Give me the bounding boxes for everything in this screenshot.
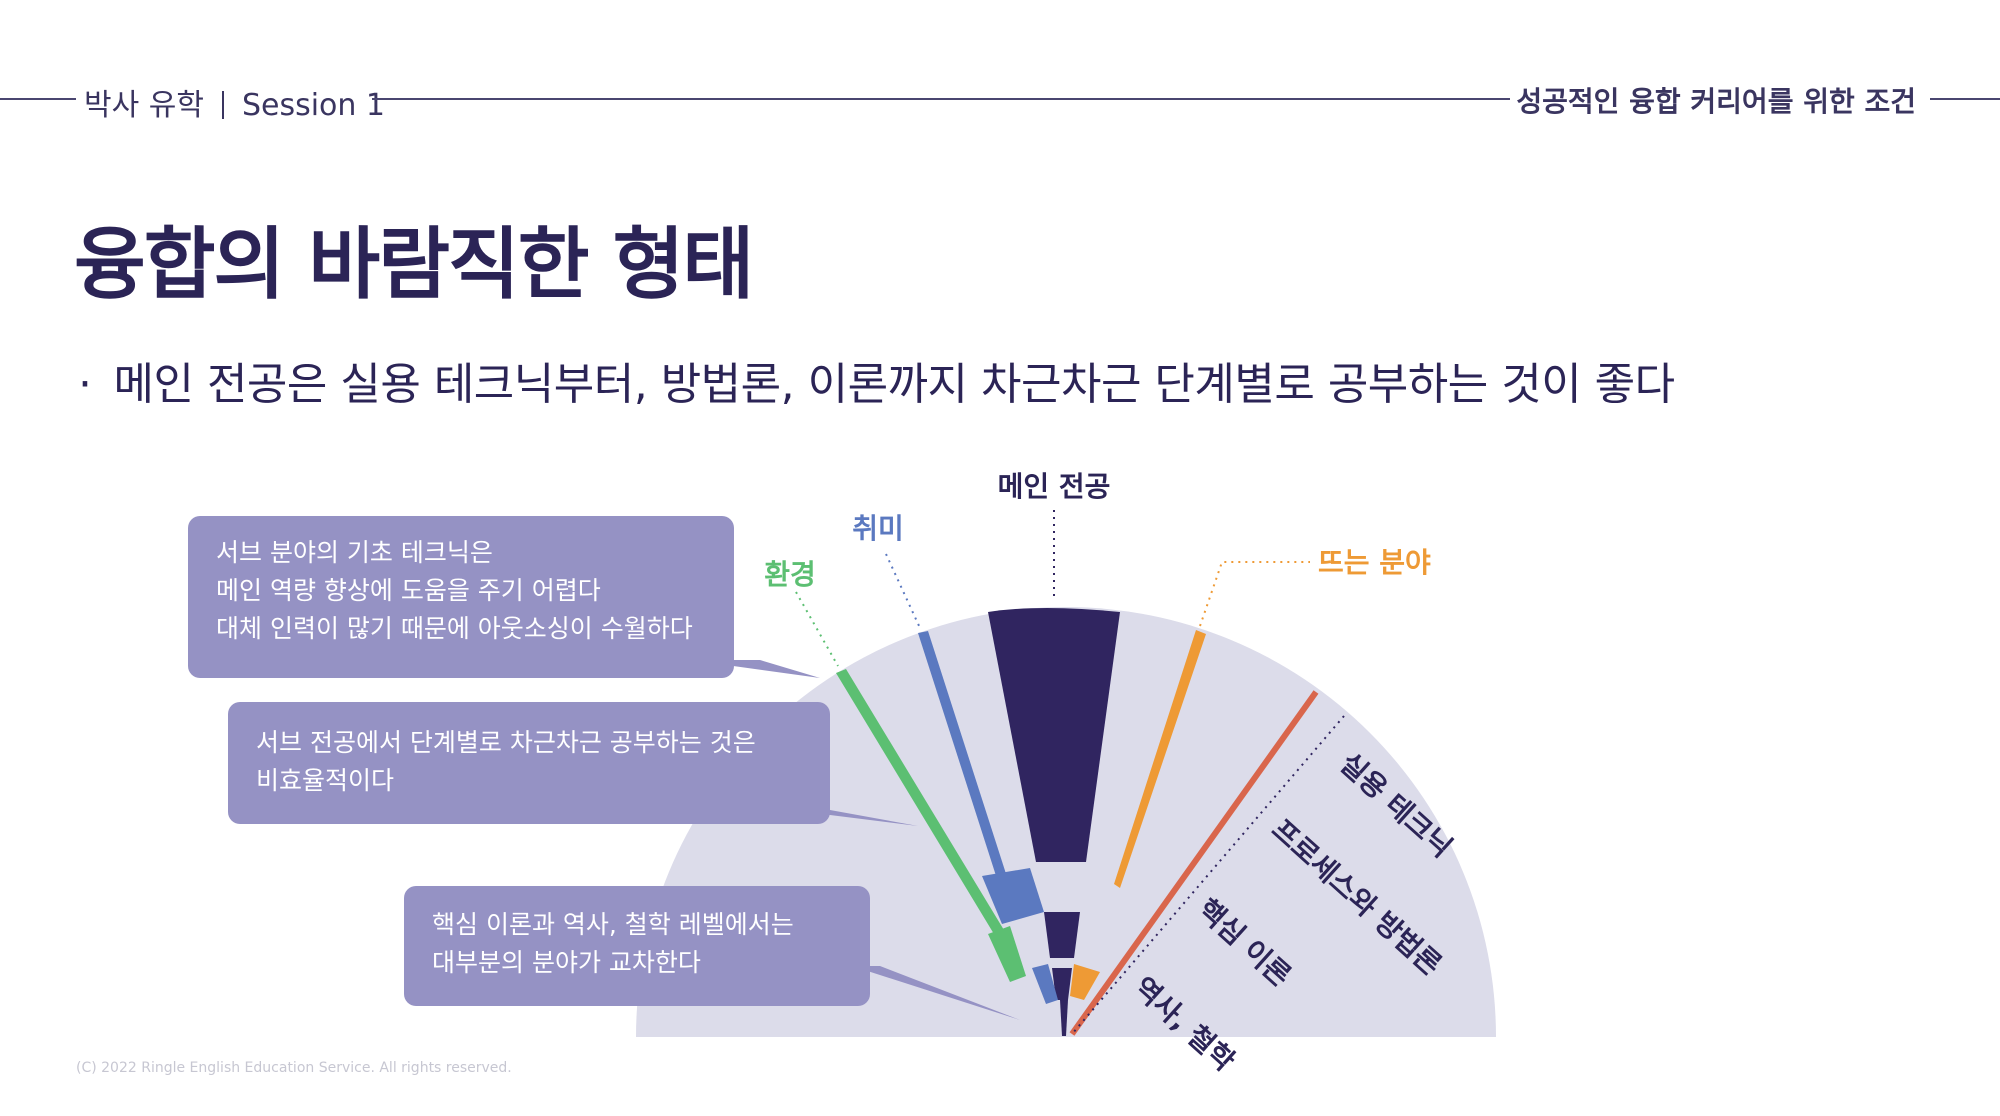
main-major-block-2 xyxy=(1044,912,1080,958)
callout-pointer-3 xyxy=(852,966,1020,1020)
bullet-point: · 메인 전공은 실용 테크닉부터, 방법론, 이론까지 차근차근 단계별로 공부… xyxy=(78,348,1675,412)
trending-bar xyxy=(1114,630,1206,888)
trending-label-guide xyxy=(1199,561,1310,627)
callout-1-line-1: 서브 분야의 기초 테크닉은 xyxy=(216,538,493,567)
trending-block xyxy=(1070,964,1100,1000)
hobby-label: 취미 xyxy=(852,512,904,545)
hobby-bar xyxy=(918,631,1008,882)
trending-label: 뜨는 분야 xyxy=(1318,546,1431,579)
callout-3-line-1: 핵심 이론과 역사, 철학 레벨에서는 xyxy=(432,910,794,939)
callout-sub-stepwise: 서브 전공에서 단계별로 차근차근 공부하는 것은 비효율적이다 xyxy=(228,702,830,824)
red-diagonal-line xyxy=(1069,690,1319,1036)
header-line-left xyxy=(0,98,76,100)
header-separator xyxy=(221,91,224,119)
main-major-block-3 xyxy=(1052,968,1072,1000)
callout-theory-intersection: 핵심 이론과 역사, 철학 레벨에서는 대부분의 분야가 교차한다 xyxy=(404,886,870,1006)
header-line-right xyxy=(1930,98,2000,100)
environment-bar xyxy=(836,669,1010,944)
callout-1-line-3: 대체 인력이 많기 때문에 아웃소싱이 수월하다 xyxy=(216,614,693,643)
main-major-wedge xyxy=(988,608,1120,862)
hobby-label-guide xyxy=(885,553,921,629)
header-line-middle xyxy=(372,98,1510,100)
page-title: 융합의 바람직한 형태 xyxy=(74,220,754,310)
callout-sub-basics: 서브 분야의 기초 테크닉은 메인 역량 향상에 도움을 주기 어렵다 대체 인… xyxy=(188,516,734,678)
hobby-block xyxy=(982,868,1044,924)
bullet-text: 메인 전공은 실용 테크닉부터, 방법론, 이론까지 차근차근 단계별로 공부하… xyxy=(113,359,1676,410)
environment-label: 환경 xyxy=(764,558,816,591)
callout-1-line-2: 메인 역량 향상에 도움을 주기 어렵다 xyxy=(216,576,601,605)
hobby-block-2 xyxy=(1032,964,1058,1004)
main-major-block-4 xyxy=(1060,1000,1068,1036)
header-session: Session 1 xyxy=(241,88,386,123)
header-left: 박사 유학 Session 1 xyxy=(84,80,385,124)
copyright-footer: (C) 2022 Ringle English Education Servic… xyxy=(76,1060,512,1076)
bullet-dot: · xyxy=(78,359,92,410)
callout-2-line-2: 비효율적이다 xyxy=(256,766,395,795)
environment-block xyxy=(988,926,1026,982)
main-major-label: 메인 전공 xyxy=(998,470,1111,503)
header-course: 박사 유학 xyxy=(84,88,204,123)
environment-label-guide xyxy=(795,591,839,667)
header-right-title: 성공적인 융합 커리어를 위한 조건 xyxy=(1516,85,1916,118)
callout-3-line-2: 대부분의 분야가 교차한다 xyxy=(432,948,701,977)
callout-2-line-1: 서브 전공에서 단계별로 차근차근 공부하는 것은 xyxy=(256,728,756,757)
